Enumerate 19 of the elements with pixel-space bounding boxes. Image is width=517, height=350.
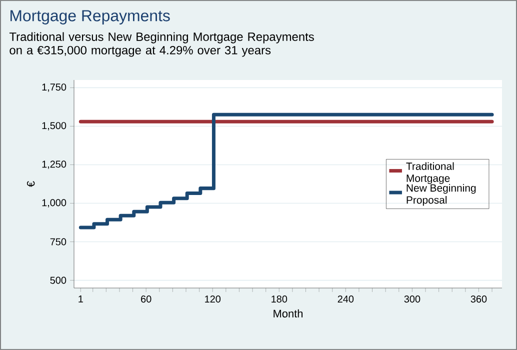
- chart-title: Mortgage Repayments: [10, 10, 170, 24]
- y-tick-label: 1,000: [42, 199, 66, 208]
- y-tick-label: 1,250: [42, 160, 66, 169]
- x-tick-label: 300: [404, 296, 420, 303]
- x-tick-label: 120: [205, 296, 221, 303]
- legend-label: Traditional Mortgage: [406, 162, 454, 184]
- y-tick-label: 1,500: [42, 122, 66, 130]
- x-tick-label: 240: [338, 296, 354, 303]
- x-tick-label: 1: [78, 296, 83, 302]
- legend-label: New Beginning Proposal: [406, 184, 476, 206]
- x-tick-label: 180: [272, 296, 288, 303]
- x-axis-title: Month: [274, 309, 303, 318]
- y-axis-title: €: [26, 181, 35, 187]
- y-tick-label: 500: [50, 276, 66, 284]
- y-tick-label: 750: [50, 238, 66, 246]
- x-tick-label: 360: [470, 296, 487, 303]
- y-tick-label: 1,750: [42, 84, 66, 92]
- x-tick-label: 60: [141, 296, 152, 303]
- chart-subtitle: Traditional versus New Beginning Mortgage Repayments on a €315,000 mortgage at 4.29% over 31 years: [9, 32, 314, 57]
